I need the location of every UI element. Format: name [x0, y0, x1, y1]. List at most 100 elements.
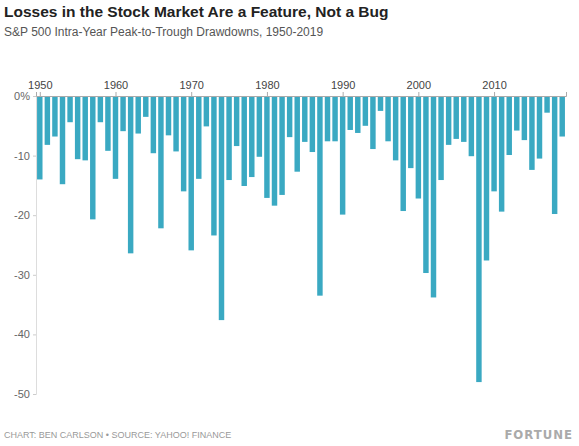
bar: [378, 96, 383, 111]
bar: [181, 96, 186, 191]
x-tick-label: 2010: [482, 79, 506, 91]
bar: [60, 96, 65, 184]
bar: [166, 96, 171, 135]
credit: FORTUNE: [504, 427, 573, 442]
bar: [294, 96, 299, 172]
bar: [400, 96, 405, 211]
bar: [416, 96, 421, 199]
x-axis-line: [37, 92, 567, 97]
x-tick-mark: [418, 92, 419, 96]
bar: [469, 96, 474, 156]
y-tick-mark: [33, 334, 36, 335]
bar: [476, 96, 481, 382]
y-tick-mark: [33, 156, 36, 157]
bar: [363, 96, 368, 126]
bar: [257, 96, 262, 157]
bar: [158, 96, 163, 228]
bar: [67, 96, 72, 122]
bar: [522, 96, 527, 140]
x-axis: 1950 1960 1970 1980 1990 2000 2010: [28, 79, 566, 97]
bar: [529, 96, 534, 170]
x-tick-label: 1980: [255, 79, 279, 91]
y-tick-mark: [33, 275, 36, 276]
y-tick-label: -20: [14, 209, 30, 221]
subtitle: S&P 500 Intra-Year Peak-to-Trough Drawdo…: [4, 25, 323, 39]
x-tick-mark: [116, 92, 117, 96]
bar: [431, 96, 436, 297]
bar: [506, 96, 511, 155]
bar: [491, 96, 496, 191]
y-tick: -10: [14, 150, 36, 162]
y-tick-label: -50: [14, 388, 30, 400]
bar: [347, 96, 352, 130]
y-tick-label: 0%: [14, 90, 30, 102]
bar: [75, 96, 80, 159]
bar: [272, 96, 277, 206]
x-tick-mark: [191, 92, 192, 96]
x-tick-label: 1970: [179, 79, 203, 91]
y-tick: -20: [14, 209, 36, 221]
bar: [82, 96, 87, 160]
x-tick-label: 2000: [407, 79, 431, 91]
bar: [211, 96, 216, 235]
source: CHART: BEN CARLSON • SOURCE: YAHOO! FINA…: [4, 430, 231, 440]
bar: [151, 96, 156, 153]
x-tick-mark: [494, 92, 495, 96]
title: Losses in the Stock Market Are a Feature…: [4, 3, 388, 20]
bar: [393, 96, 398, 160]
bar: [423, 96, 428, 273]
chart: Losses in the Stock Market Are a Feature…: [0, 0, 579, 446]
x-tick: 1970: [179, 79, 203, 96]
bar: [264, 96, 269, 198]
bar: [453, 96, 458, 139]
bar: [340, 96, 345, 215]
bar: [37, 96, 42, 179]
bar: [173, 96, 178, 151]
bar: [310, 96, 315, 152]
bar: [537, 96, 542, 159]
bar: [204, 96, 209, 126]
x-tick: 1960: [104, 79, 128, 96]
bar: [355, 96, 360, 133]
y-axis-line: [33, 97, 37, 395]
bar: [552, 96, 557, 214]
bar: [514, 96, 519, 131]
bar: [52, 96, 57, 137]
bar: [45, 96, 50, 145]
bar: [219, 96, 224, 320]
bar: [249, 96, 254, 177]
x-tick: 2000: [407, 79, 431, 96]
y-tick: -40: [14, 328, 36, 340]
bar: [143, 96, 148, 117]
y-tick-mark: [33, 96, 36, 97]
bar: [135, 96, 140, 134]
x-tick-label: 1950: [28, 79, 52, 91]
y-tick-label: -10: [14, 150, 30, 162]
x-tick-label: 1960: [104, 79, 128, 91]
bar: [128, 96, 133, 253]
bar: [484, 96, 489, 260]
x-tick-mark: [40, 92, 41, 96]
x-tick-label: 1990: [331, 79, 355, 91]
bar: [188, 96, 193, 250]
bar: [332, 96, 337, 141]
bar: [438, 96, 443, 180]
bar: [499, 96, 504, 212]
y-axis: 0% -10 -20 -30 -40 -50: [14, 90, 36, 400]
bar: [446, 96, 451, 145]
bar: [196, 96, 201, 179]
bar: [105, 96, 110, 151]
x-tick-mark: [343, 92, 344, 96]
bar: [98, 96, 103, 122]
bar: [385, 96, 390, 141]
bar: [317, 96, 322, 296]
bars: [37, 96, 565, 382]
bar: [234, 96, 239, 146]
x-tick: 2010: [482, 79, 506, 96]
y-tick: -50: [14, 388, 36, 400]
y-tick: -30: [14, 269, 36, 281]
bar: [279, 96, 284, 195]
y-tick-label: -30: [14, 269, 30, 281]
bar: [544, 96, 549, 113]
bar: [226, 96, 231, 180]
